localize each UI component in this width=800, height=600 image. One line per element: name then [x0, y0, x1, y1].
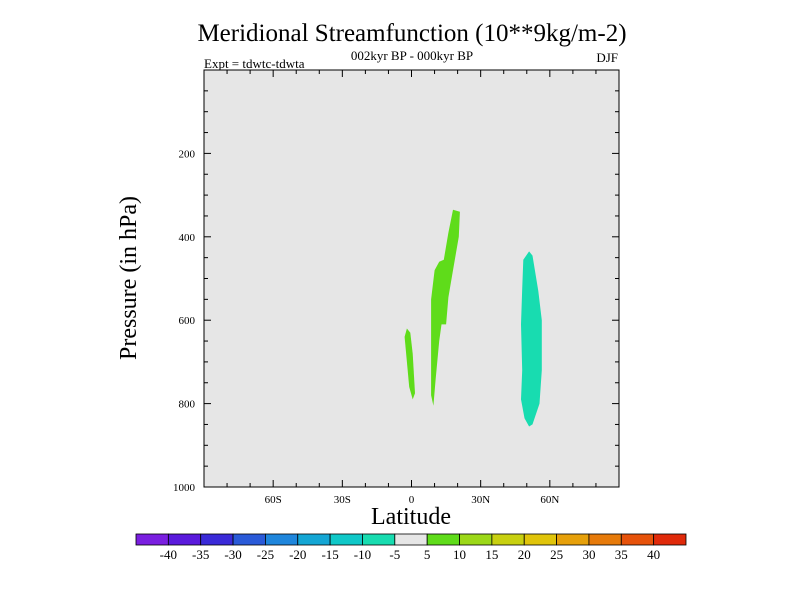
colorbar-label: 40 [647, 547, 660, 562]
colorbar-label: -30 [224, 547, 241, 562]
y-tick-label: 1000 [173, 482, 196, 494]
x-tick-label: 30S [334, 494, 351, 506]
season-label: DJF [596, 50, 618, 65]
colorbar-label: -20 [289, 547, 306, 562]
colorbar-label: -35 [192, 547, 209, 562]
colorbar-swatch [167, 533, 202, 546]
colorbar-swatch [491, 533, 525, 546]
x-tick-label: 30N [471, 494, 490, 506]
contour-region-midlatitude-negative-10-to-5-2 [521, 251, 542, 427]
experiment-label: Expt = tdwtc-tdwta [204, 56, 305, 71]
colorbar-swatch [200, 533, 234, 546]
colorbar-swatch [653, 533, 687, 546]
contour-region-tropical-positive-5-to-10-1 [431, 209, 460, 406]
x-axis-label: Latitude [371, 504, 451, 530]
y-axis-label: Pressure (in hPa) [116, 196, 142, 360]
colorbar-swatch [459, 533, 493, 546]
colorbar-swatch [265, 533, 299, 546]
y-tick-label: 200 [179, 148, 196, 160]
chart-subtitle: 002kyr BP - 000kyr BP [351, 48, 473, 63]
plot-area [204, 70, 619, 487]
colorbar-label: -5 [389, 547, 400, 562]
colorbar-label: 5 [424, 547, 431, 562]
colorbar-swatch [556, 533, 590, 546]
x-axis-ticks: 60S 30S 0 30N 60N [226, 70, 597, 506]
colorbar-swatch [523, 533, 557, 546]
y-tick-label: 800 [179, 399, 196, 411]
colorbar-swatch [588, 533, 622, 546]
colorbar-swatch [135, 533, 169, 546]
colorbar-label: -40 [160, 547, 177, 562]
colorbar-label: 10 [453, 547, 466, 562]
y-tick-label: 400 [179, 232, 196, 244]
colorbar-swatch [394, 533, 428, 546]
colorbar-label: -10 [354, 547, 371, 562]
colorbar-label: -15 [321, 547, 338, 562]
x-tick-label: 0 [409, 494, 415, 506]
x-tick-label: 60S [265, 494, 282, 506]
contour-region-tropical-positive-5-to-10-0 [404, 328, 415, 400]
colorbar-swatch [232, 533, 266, 546]
y-tick-label: 600 [179, 315, 196, 327]
colorbar-swatch [426, 533, 460, 546]
chart-title: Meridional Streamfunction (10**9kg/m-2) [197, 20, 626, 47]
colorbar-label: 15 [485, 547, 498, 562]
colorbar-label: 20 [518, 547, 531, 562]
colorbar-label: 25 [550, 547, 563, 562]
colorbar-label: 35 [615, 547, 628, 562]
colorbar-swatch [362, 533, 396, 546]
colorbar-swatch [329, 533, 363, 546]
contour-regions [404, 209, 542, 427]
colorbar: -40 -35 -30 -25 -20 -15 -10 -5 5 10 15 20 25 30 35 40 [135, 533, 687, 562]
y-axis-ticks: 200 400 600 800 1000 [173, 90, 619, 494]
x-tick-label: 60N [540, 494, 559, 506]
colorbar-label: 30 [582, 547, 595, 562]
colorbar-swatch [297, 533, 331, 546]
colorbar-label: -25 [257, 547, 274, 562]
colorbar-swatch [620, 533, 655, 546]
